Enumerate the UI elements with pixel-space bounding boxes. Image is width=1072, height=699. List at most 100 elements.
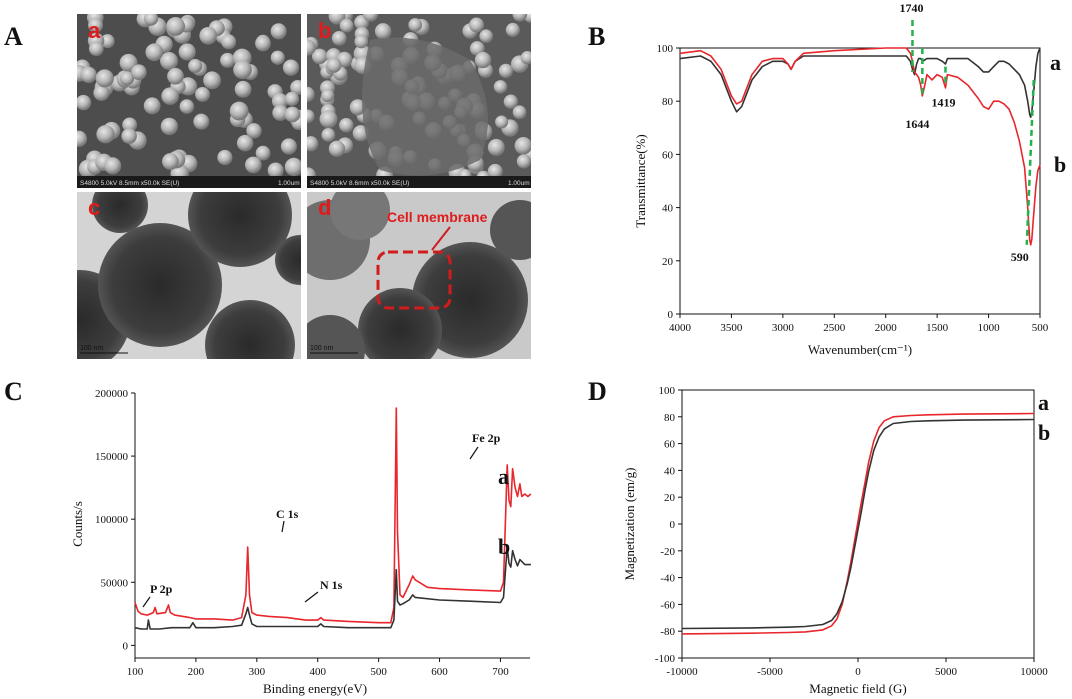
sem-particle xyxy=(282,59,300,76)
membrane-box xyxy=(376,250,452,310)
y-tick-label: -40 xyxy=(660,573,675,585)
sem-particle xyxy=(349,99,366,116)
y-tick-label: 0 xyxy=(668,309,674,321)
sem-particle xyxy=(290,79,301,96)
sem-particle xyxy=(93,84,110,101)
y-tick-label: 100 xyxy=(659,385,676,397)
series-line-a xyxy=(681,412,1035,635)
tem-scale-d: 100 nm xyxy=(310,345,334,352)
sem-particle xyxy=(143,97,161,115)
sem-scale-a: 1.00um xyxy=(278,180,300,187)
y-tick-label: 80 xyxy=(664,412,676,424)
sem-particle xyxy=(122,117,138,133)
sub-letter-c: c xyxy=(88,195,100,220)
sem-particle xyxy=(255,145,271,161)
x-tick-label: 600 xyxy=(431,666,448,678)
vsm-series-label-b: b xyxy=(1038,420,1050,445)
ftir-plot-frame xyxy=(679,47,1041,315)
y-tick-label: 200000 xyxy=(95,388,129,400)
sem-particle xyxy=(319,110,338,129)
sem-particle xyxy=(469,41,485,56)
x-tick-label: 200 xyxy=(188,666,205,678)
sem-particle xyxy=(77,130,88,147)
peak-label: P 2p xyxy=(150,582,173,596)
panel-letter-d: D xyxy=(588,377,607,406)
sem-particle xyxy=(178,43,196,61)
y-tick-label: -20 xyxy=(660,546,675,558)
panel-letter-c: C xyxy=(4,377,23,406)
sem-particle xyxy=(307,39,316,56)
sem-particle xyxy=(362,14,379,22)
sem-particle xyxy=(331,30,347,46)
peak-pointer xyxy=(469,446,479,460)
sem-particle xyxy=(270,50,285,65)
sem-particle xyxy=(179,99,195,114)
ftir-ylabel: Transmittance(%) xyxy=(633,134,648,227)
x-tick-label: 400 xyxy=(309,666,326,678)
sem-particle xyxy=(100,34,115,49)
cell-membrane-label: Cell membrane xyxy=(387,209,488,225)
panel-letter-b: B xyxy=(588,22,605,51)
y-tick-label: -100 xyxy=(655,653,676,665)
y-tick-label: -80 xyxy=(660,626,675,638)
sem-particle xyxy=(166,17,186,36)
sem-particle xyxy=(160,117,178,135)
sem-particle xyxy=(326,57,342,73)
sem-particle xyxy=(321,128,336,142)
sem-particle xyxy=(143,14,159,26)
vsm-xlabel: Magnetic field (G) xyxy=(809,681,906,696)
sem-particle xyxy=(95,69,114,88)
sem-particle xyxy=(321,89,335,103)
sem-particle xyxy=(220,52,235,68)
sem-particle xyxy=(270,23,287,40)
sem-membrane-mass xyxy=(362,37,488,176)
sem-particle xyxy=(188,58,203,74)
x-tick-label: 4000 xyxy=(669,322,692,334)
x-tick-label: 10000 xyxy=(1020,666,1048,678)
y-tick-label: 60 xyxy=(664,439,676,451)
vsm-ylabel: Magnetization (em/g) xyxy=(622,468,637,581)
sem-particle xyxy=(503,94,518,109)
sem-particle xyxy=(307,109,315,123)
x-tick-label: 1000 xyxy=(978,322,1001,334)
x-tick-label: 1500 xyxy=(926,322,949,334)
x-tick-label: 500 xyxy=(1032,322,1049,334)
y-tick-label: -60 xyxy=(660,599,675,611)
sem-particle xyxy=(217,149,233,166)
y-tick-label: 50000 xyxy=(101,577,129,589)
ftir-series-label-b: b xyxy=(1054,152,1066,177)
sem-particle xyxy=(284,106,301,123)
peak-label: 1644 xyxy=(905,117,929,131)
sem-particle xyxy=(145,43,164,62)
sem-particle xyxy=(96,125,115,144)
sem-particle xyxy=(234,80,252,98)
sem-particle xyxy=(514,136,531,155)
sem-particle xyxy=(339,18,354,33)
sem-particle xyxy=(161,87,179,105)
x-tick-label: 2500 xyxy=(823,322,846,334)
sem-particle xyxy=(121,128,137,144)
x-tick-label: -10000 xyxy=(666,666,698,678)
y-tick-label: 0 xyxy=(670,519,676,531)
x-tick-label: 100 xyxy=(127,666,144,678)
tem-image-d: Cell membrane 100 nm d xyxy=(307,192,531,359)
sem-caption-a: S4800 5.0kV 8.5mm x50.0k SE(U) xyxy=(80,180,179,187)
peak-label: Fe 2p xyxy=(472,431,501,445)
sem-particle xyxy=(280,138,297,155)
sem-particle xyxy=(311,48,328,65)
sem-particle xyxy=(195,86,210,102)
sem-particle xyxy=(119,71,135,86)
sem-particle xyxy=(77,94,92,111)
sub-letter-b: b xyxy=(318,18,331,43)
sem-caption-b: S4800 5.0kV 8.6mm x50.0k SE(U) xyxy=(310,180,409,187)
sem-particle xyxy=(328,140,346,157)
sem-particle xyxy=(193,113,210,130)
y-tick-label: 100 xyxy=(657,43,674,55)
sem-particle xyxy=(469,17,485,33)
sem-particle xyxy=(505,22,520,37)
x-tick-label: 300 xyxy=(249,666,266,678)
x-tick-label: 0 xyxy=(855,666,861,678)
sem-particle xyxy=(339,117,354,133)
sem-particle xyxy=(520,51,531,65)
sem-scale-b: 1.00um xyxy=(508,180,530,187)
